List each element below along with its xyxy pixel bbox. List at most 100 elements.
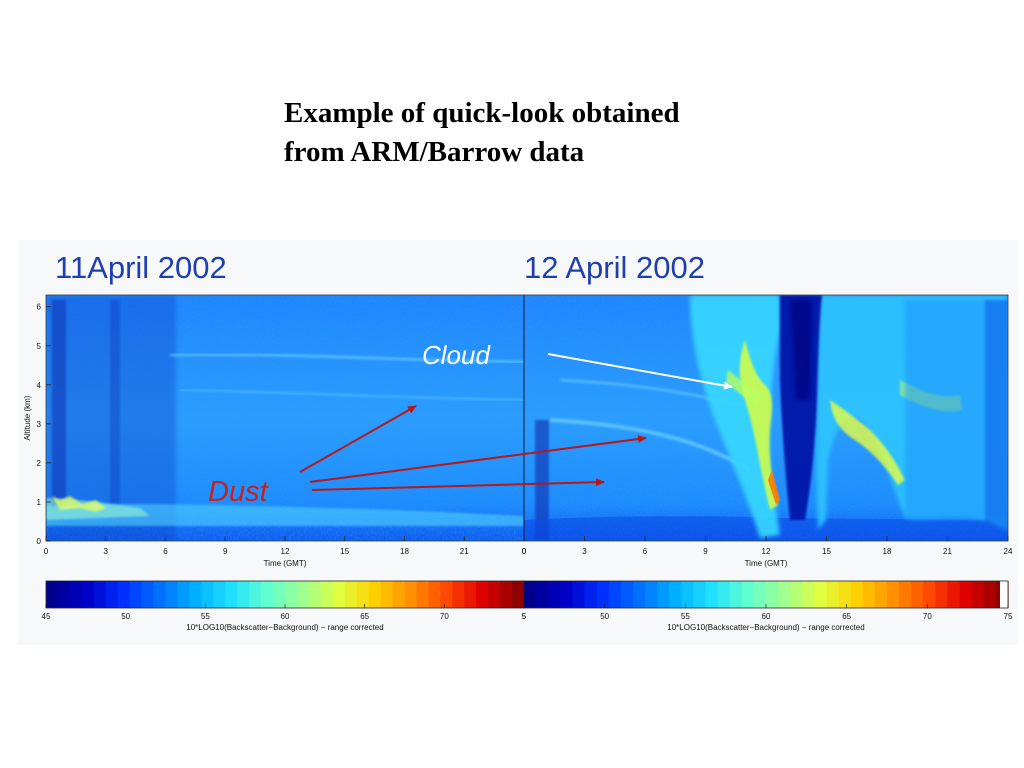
cloud-yellow-left xyxy=(739,340,778,510)
y-tick-label: 3 xyxy=(37,420,42,429)
cloud-gap-dark xyxy=(780,295,822,520)
annotations: Dust Cloud xyxy=(208,340,733,508)
colorbar-segment xyxy=(826,581,840,608)
cloud-yellow-right xyxy=(830,400,905,485)
colorbar-tick-label: 70 xyxy=(440,612,449,621)
colorbar-segment xyxy=(129,581,143,608)
colorbar-segment xyxy=(874,581,888,608)
colorbar-segment xyxy=(392,581,406,608)
colorbar-segment xyxy=(524,581,537,608)
x-tick-label: 21 xyxy=(460,547,469,556)
colorbar-segment xyxy=(911,581,924,608)
colorbar-segment xyxy=(814,581,828,608)
colorbar-segment xyxy=(657,581,670,608)
colorbar-segment xyxy=(753,581,767,608)
colorbar-segment xyxy=(440,581,453,608)
colorbar-segment xyxy=(356,581,370,608)
colorbar-segment xyxy=(189,581,202,608)
cloud-arrow xyxy=(547,353,733,390)
x-tick-label: 0 xyxy=(522,547,527,556)
colorbar-segment xyxy=(452,581,465,608)
colorbar-end-cap xyxy=(1000,581,1008,608)
x-tick-label: 3 xyxy=(582,547,587,556)
colorbar-segment xyxy=(778,581,791,608)
cloud-yellow-edge xyxy=(726,370,760,405)
chart-title-right: 12 April 2002 xyxy=(524,250,705,285)
x-tick-label: 0 xyxy=(44,547,49,556)
colorbar-tick-label: 5 xyxy=(522,612,527,621)
colorbar-segment xyxy=(213,581,226,608)
x-tick-label: 24 xyxy=(1004,547,1013,556)
colorbar-segment xyxy=(971,581,985,608)
y-tick-label: 0 xyxy=(37,537,42,546)
colorbar-segment xyxy=(669,581,682,608)
cloud-right-dark-edge xyxy=(985,300,1008,530)
y-tick-label: 4 xyxy=(37,381,42,390)
colorbar-segment xyxy=(404,581,418,608)
x-tick-label: 15 xyxy=(822,547,831,556)
day1-faint-layer xyxy=(169,352,525,364)
colorbar-segment xyxy=(766,581,779,608)
x-tick-label: 12 xyxy=(281,547,290,556)
colorbar-tick-label: 45 xyxy=(42,612,51,621)
x-tick-label: 12 xyxy=(762,547,771,556)
colorbars: 45 50 55 60 65 70 5 10*LOG10(Backscatter−Backgr… xyxy=(42,580,1013,632)
colorbar-segment xyxy=(632,581,646,608)
colorbar-segment xyxy=(117,581,131,608)
colorbar-segment xyxy=(572,581,586,608)
colorbar-tick-label: 75 xyxy=(1004,612,1013,621)
colorbar-segment xyxy=(201,581,214,608)
heatmap-area xyxy=(46,295,1008,541)
y-tick-label: 2 xyxy=(37,459,42,468)
colorbar-segment xyxy=(46,581,59,608)
colorbar-segment xyxy=(249,581,262,608)
x-axis-label: Time (GMT) xyxy=(745,559,788,568)
colorbar-segment xyxy=(261,581,274,608)
x-axis-label: Time (GMT) xyxy=(264,559,307,568)
colorbar-segment xyxy=(790,581,803,608)
colorbar-segment xyxy=(332,581,346,608)
x-tick-label: 3 xyxy=(104,547,109,556)
x-tick-label: 21 xyxy=(943,547,952,556)
colorbar-segment xyxy=(476,581,489,608)
colorbar-segment xyxy=(536,581,549,608)
colorbar-segment xyxy=(899,581,912,608)
colorbar-segment xyxy=(57,581,71,608)
colorbar-segment xyxy=(416,581,429,608)
colorbar-segment xyxy=(717,581,731,608)
y-tick-label: 5 xyxy=(37,342,42,351)
colorbar-segment xyxy=(177,581,190,608)
slide-title-line-2: from ARM/Barrow data xyxy=(284,136,585,168)
colorbar-segment xyxy=(923,581,936,608)
cloud-orange-spot xyxy=(768,470,780,505)
x-tick-label: 15 xyxy=(340,547,349,556)
x-tick-label: 0 xyxy=(522,547,527,556)
day1-yellow-speckle xyxy=(52,496,106,512)
colorbar-segment xyxy=(464,581,477,608)
colorbar-segment xyxy=(693,581,707,608)
colorbar-segment xyxy=(959,581,973,608)
x-tick-label: 6 xyxy=(643,547,648,556)
colorbar-segment xyxy=(488,581,501,608)
colorbar-segment xyxy=(862,581,876,608)
axes: 0 12 3 4 5 6 Altitude (km) 0 3 6 9 12 15 18 21 0 Time (G… xyxy=(23,303,1013,568)
colorbar-segment xyxy=(368,581,382,608)
x-tick-label: 9 xyxy=(223,547,228,556)
colorbar-segment xyxy=(153,581,167,608)
colorbar-tick-label: 5 xyxy=(522,612,527,621)
colorbar-segment xyxy=(681,581,694,608)
colorbar-segment xyxy=(285,581,298,608)
y-tick-label: 6 xyxy=(37,303,42,312)
colorbar-tick-label: 65 xyxy=(360,612,369,621)
colorbar-segment xyxy=(584,581,598,608)
colorbar-segment xyxy=(237,581,250,608)
y-axis-label: Altitude (km) xyxy=(23,395,32,440)
colorbar-segment xyxy=(428,581,441,608)
x-tick-label: 6 xyxy=(163,547,168,556)
colorbar-tick-label: 60 xyxy=(762,612,771,621)
colorbar-tick-label: 65 xyxy=(842,612,851,621)
cloud-label: Cloud xyxy=(422,340,491,370)
x-tick-label: 18 xyxy=(400,547,409,556)
colorbar-segment xyxy=(500,581,513,608)
cloud-mass-left xyxy=(690,295,780,538)
